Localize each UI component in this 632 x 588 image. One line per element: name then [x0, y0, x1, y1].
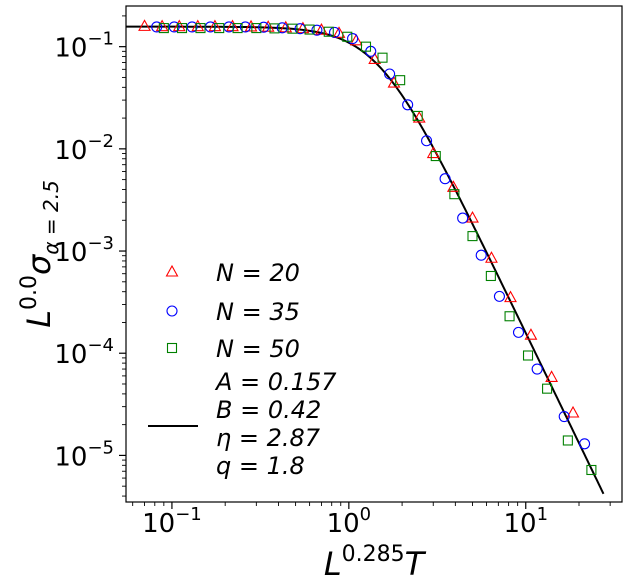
data-point-triangle [426, 146, 440, 159]
data-point-circle [186, 21, 198, 33]
legend-fit-param: η = 2.87 [216, 424, 321, 452]
data-point-square [158, 23, 169, 34]
data-point-square [287, 23, 298, 34]
legend-marker-circle [166, 305, 178, 317]
x-tick-label: 101 [503, 504, 548, 539]
y-tick-label: 10−5 [54, 437, 114, 472]
legend-fit-param: A = 0.157 [214, 368, 337, 396]
data-point-square [430, 151, 441, 162]
data-point-triangle [349, 33, 363, 46]
y-axis-label: L0.0σα = 2.5 [17, 180, 63, 328]
data-point-circle [276, 22, 288, 34]
plot-frame [125, 5, 623, 503]
data-point-circle [384, 68, 396, 80]
data-points-group [138, 19, 597, 476]
data-point-square [323, 26, 334, 37]
data-point-square [562, 435, 573, 446]
data-point-triangle [332, 26, 346, 38]
data-point-square [251, 23, 262, 34]
series-circle [151, 21, 591, 450]
data-point-square [214, 23, 225, 34]
data-point-triangle [466, 210, 479, 223]
data-point-square [176, 23, 188, 34]
x-tick-label: 100 [327, 504, 372, 539]
data-point-circle [311, 24, 323, 36]
legend-fit-param: q = 1.8 [216, 452, 305, 480]
data-point-square [395, 75, 406, 86]
series-triangle [138, 19, 580, 418]
data-point-circle [258, 21, 270, 33]
data-point-circle [151, 21, 163, 33]
x-axis-ticks: 10−1 100 101 [132, 502, 611, 539]
data-point-circle [512, 326, 525, 338]
legend-fit-param: B = 0.42 [216, 396, 321, 424]
y-tick-label: 10−1 [54, 29, 114, 64]
data-point-circle [347, 33, 359, 45]
data-point-square [467, 231, 478, 242]
data-point-circle [531, 363, 543, 375]
data-point-square [504, 311, 515, 322]
axis-labels: L0.285T L0.0σα = 2.5 [17, 180, 427, 583]
fit-curve [126, 25, 605, 495]
data-point-triangle [261, 20, 275, 32]
data-point-triangle [485, 251, 498, 263]
legend-label: N = 35 [216, 298, 300, 326]
data-point-triangle [138, 19, 151, 31]
data-point-triangle [172, 19, 186, 32]
data-point-circle [239, 21, 251, 33]
data-point-circle [475, 249, 487, 261]
data-point-triangle [504, 290, 517, 303]
data-point-circle [493, 290, 505, 302]
data-point-square [412, 110, 423, 121]
data-point-triangle [368, 52, 382, 64]
data-point-circle [558, 411, 570, 423]
data-point-square [195, 23, 206, 34]
data-point-square [542, 383, 553, 394]
data-point-square [377, 52, 388, 63]
plot-area-border [125, 5, 623, 503]
data-point-circle [439, 173, 451, 185]
legend-label: N = 20 [216, 259, 300, 287]
legend-label: N = 50 [216, 335, 300, 363]
legend-marker-triangle [165, 264, 179, 277]
data-point-square [485, 270, 496, 282]
x-tick-label: 10−1 [142, 504, 202, 539]
data-point-circle [457, 212, 469, 224]
data-point-circle [421, 135, 433, 147]
data-point-square [586, 464, 597, 476]
data-point-square [342, 31, 353, 42]
x-axis-label: L0.285T [324, 542, 427, 583]
data-point-triangle [524, 328, 538, 340]
fit-curve-group [126, 25, 605, 495]
data-point-square [522, 350, 534, 361]
legend-marker-square [166, 342, 178, 354]
data-point-triangle [387, 75, 401, 88]
data-point-triangle [446, 180, 460, 192]
y-tick-label: 10−2 [54, 131, 114, 166]
data-point-triangle [244, 19, 258, 32]
data-point-square [232, 23, 243, 34]
data-point-triangle [191, 19, 205, 32]
y-tick-label: 10−4 [54, 335, 114, 370]
data-point-square [449, 189, 460, 200]
y-axis-ticks: 10−1 10−2 10−3 10−4 10−5 [54, 15, 126, 497]
data-point-square [269, 23, 280, 34]
data-point-triangle [566, 405, 580, 418]
data-point-square [304, 24, 315, 35]
y-tick-label: 10−3 [54, 233, 114, 268]
data-point-triangle [545, 370, 559, 382]
data-point-square [360, 41, 372, 52]
data-point-circle [579, 438, 591, 450]
data-point-circle [328, 26, 341, 38]
series-square [158, 23, 597, 476]
data-point-circle [402, 99, 414, 111]
data-point-circle [168, 21, 180, 33]
